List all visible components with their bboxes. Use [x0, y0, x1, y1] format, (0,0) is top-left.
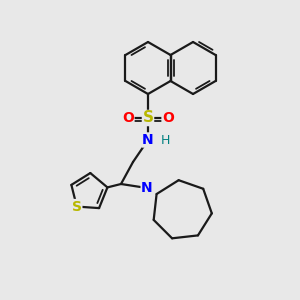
- Text: S: S: [142, 110, 154, 125]
- Text: H: H: [160, 134, 170, 146]
- Text: N: N: [141, 181, 153, 195]
- Text: O: O: [162, 111, 174, 125]
- Text: N: N: [142, 133, 154, 147]
- Text: S: S: [72, 200, 82, 214]
- Text: O: O: [122, 111, 134, 125]
